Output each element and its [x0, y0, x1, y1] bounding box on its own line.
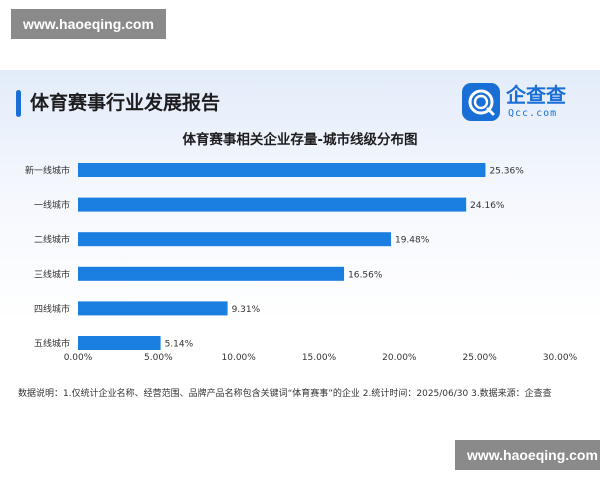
report-title: 体育赛事行业发展报告 [30, 92, 221, 114]
bar [78, 266, 345, 281]
x-tick-label: 5.00% [144, 353, 173, 363]
data-label: 16.56% [348, 270, 383, 280]
category-label: 一线城市 [34, 199, 70, 211]
watermark-top: www.haoeqing.com [11, 9, 166, 39]
bar [78, 301, 228, 316]
data-label: 9.31% [232, 305, 261, 315]
x-tick-label: 25.00% [463, 353, 498, 363]
category-label: 四线城市 [34, 303, 70, 315]
report-card: 体育赛事行业发展报告 企查查 Qcc.com 体育赛事相关企业存量-城市线级分布… [0, 70, 600, 405]
category-label: 新一线城市 [25, 165, 70, 177]
bar [78, 232, 391, 247]
x-tick-label: 30.00% [543, 353, 578, 363]
chart-title: 体育赛事相关企业存量-城市线级分布图 [182, 132, 418, 148]
qcc-logo-icon [462, 83, 500, 121]
logo-name: 企查查 [506, 83, 566, 107]
x-tick-label: 0.00% [64, 353, 93, 363]
category-label: 五线城市 [34, 338, 70, 350]
qcc-logo: 企查查 Qcc.com [462, 83, 580, 123]
x-tick-label: 15.00% [302, 353, 337, 363]
x-tick-label: 10.00% [222, 353, 257, 363]
bar-chart: 新一线城市 25.36% 一线城市 24.16% 二线城市 19.48% 三线城市 16.56… [25, 163, 578, 363]
x-tick-label: 20.00% [382, 353, 417, 363]
bar [78, 163, 486, 177]
bar [78, 336, 161, 350]
data-label: 24.16% [470, 201, 505, 211]
watermark-bottom: www.haoeqing.com [455, 440, 600, 470]
category-label: 二线城市 [34, 234, 70, 246]
title-accent-bar [16, 90, 21, 117]
category-label: 三线城市 [34, 268, 70, 280]
data-label: 5.14% [165, 340, 194, 350]
data-note: 数据说明：1.仅统计企业名称、经营范围、品牌产品名称包含关键词“体育赛事”的企业… [18, 389, 552, 399]
bar [78, 197, 467, 212]
data-label: 25.36% [489, 167, 524, 177]
data-label: 19.48% [395, 236, 430, 246]
logo-subtitle: Qcc.com [508, 108, 558, 119]
